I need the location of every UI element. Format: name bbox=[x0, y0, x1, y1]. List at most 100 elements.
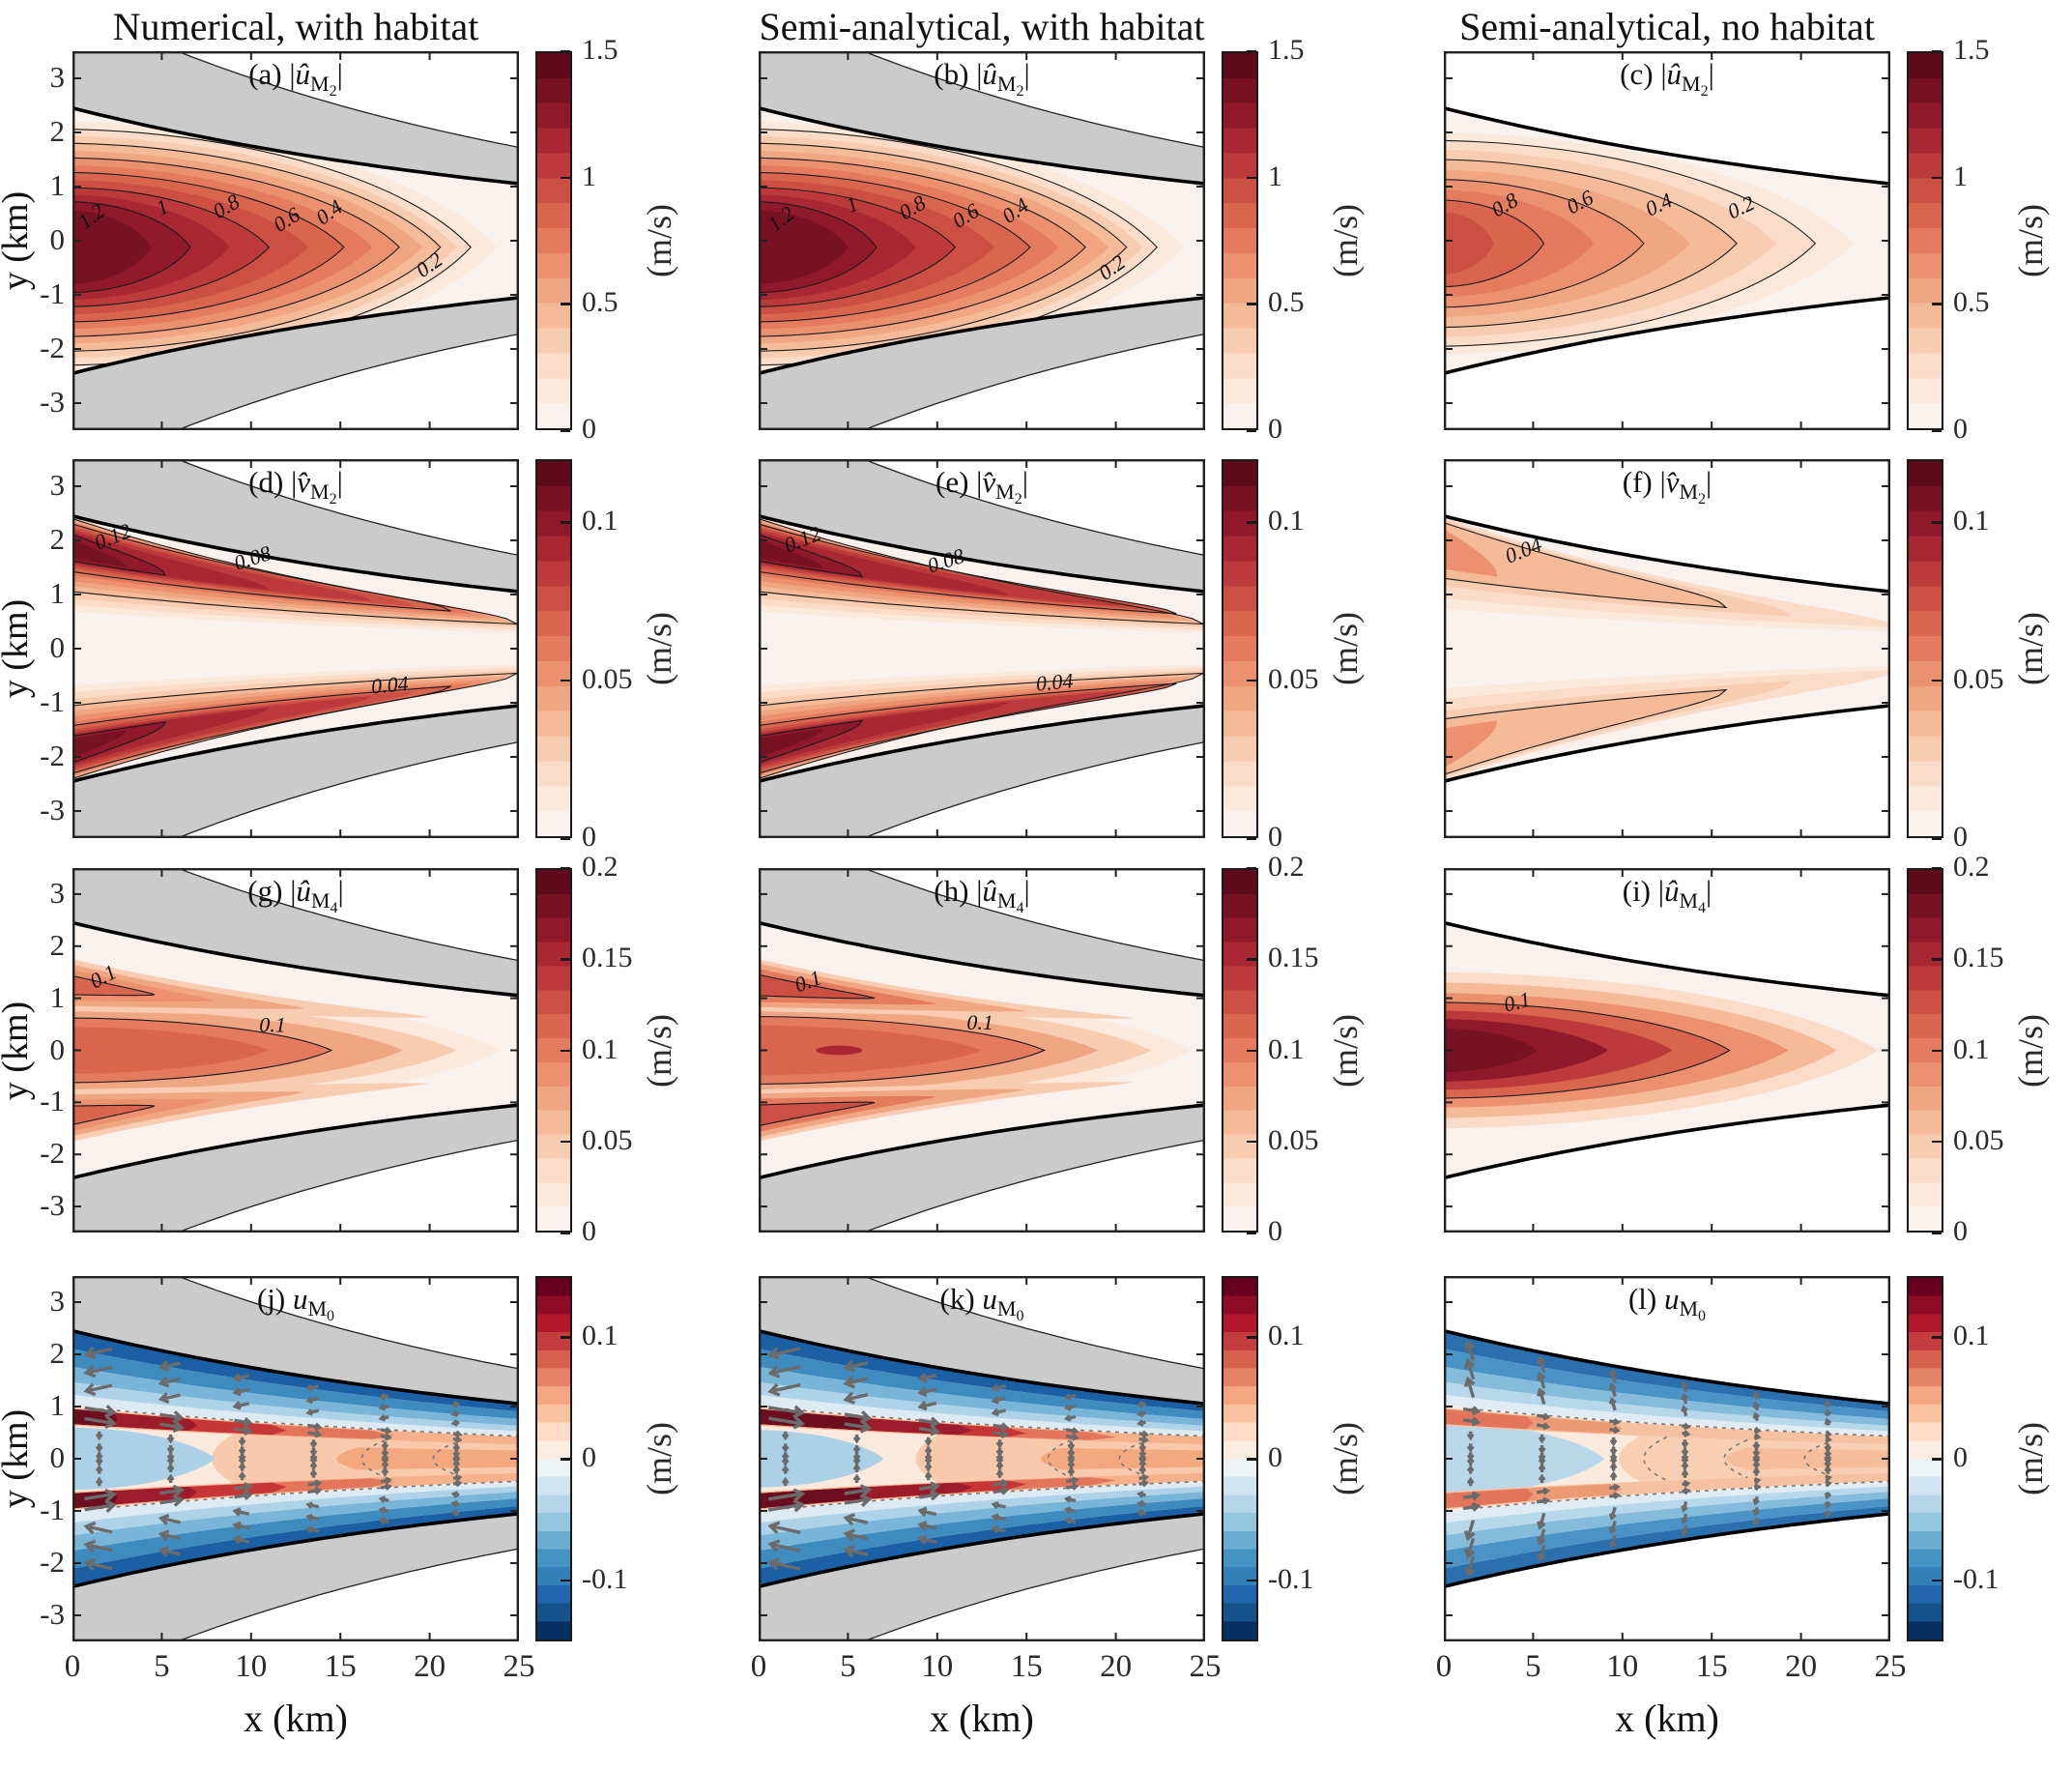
colorbar-units-label: (m/s) bbox=[640, 1013, 678, 1088]
panel-label-g: (g) |ûM4| bbox=[247, 874, 343, 916]
panel-h: (h) |ûM4| 0.1 0.1 bbox=[758, 823, 1206, 1278]
channel-boundary bbox=[758, 920, 1206, 998]
x-tick-label: 5 bbox=[1525, 1649, 1541, 1684]
habitat-region bbox=[72, 705, 519, 885]
y-tick-label: 1 bbox=[49, 168, 66, 202]
colorbar-units-label: (m/s) bbox=[640, 204, 678, 277]
colorbar-b bbox=[1222, 51, 1258, 430]
x-tick-label: 15 bbox=[324, 1649, 357, 1684]
y-tick-label: 1 bbox=[49, 1388, 66, 1422]
colorbar-tick bbox=[1932, 1232, 1942, 1234]
colorbar-units-label: (m/s) bbox=[640, 612, 678, 685]
panel-label-c: (c) |ûM2| bbox=[1620, 57, 1714, 100]
contour-label: 0.1 bbox=[966, 1010, 993, 1034]
y-tick-label: -1 bbox=[40, 1084, 65, 1118]
colorbar-tick bbox=[561, 1336, 570, 1339]
channel-boundary bbox=[758, 1512, 1206, 1589]
colorbar-tick-label: 0.2 bbox=[582, 851, 619, 883]
x-axis-label: x (km) bbox=[1615, 1697, 1719, 1740]
panel-j: (j) uM0 bbox=[72, 1231, 520, 1687]
colorbar-tick bbox=[1247, 1458, 1256, 1461]
colorbar-tick bbox=[1247, 50, 1256, 53]
colorbar-tick-label: 0 bbox=[582, 1215, 596, 1247]
colorbar-e bbox=[1222, 459, 1258, 838]
colorbar-tick bbox=[1247, 176, 1256, 180]
colorbar-tick bbox=[561, 1232, 570, 1234]
x-tick-label: 5 bbox=[154, 1649, 170, 1684]
habitat-region bbox=[759, 1105, 1205, 1277]
colorbar-tick-label: 0.1 bbox=[582, 1320, 619, 1351]
colorbar-tick bbox=[1247, 1579, 1256, 1582]
y-tick-label: 0 bbox=[49, 222, 66, 256]
colorbar-units-label: (m/s) bbox=[2011, 1013, 2050, 1088]
y-tick-label: 2 bbox=[49, 1336, 66, 1370]
y-tick-label: 0 bbox=[49, 1031, 66, 1066]
y-tick-label: -2 bbox=[40, 1545, 65, 1579]
colorbar-d bbox=[535, 459, 572, 838]
colorbar-tick-label: 1 bbox=[1268, 160, 1282, 192]
colorbar-tick bbox=[1247, 521, 1256, 524]
colorbar-tick bbox=[1247, 303, 1256, 305]
channel-boundary bbox=[1443, 1512, 1891, 1589]
colorbar-tick bbox=[1932, 176, 1942, 180]
colorbar-tick bbox=[1932, 1458, 1942, 1461]
colorbar-tick bbox=[561, 958, 570, 961]
panel-label-a: (a) |ûM2| bbox=[248, 57, 343, 100]
panel-b: (b) |ûM2| 1.2 1 0.8 0.6 0.4 0.2 bbox=[758, 4, 1206, 478]
column-title-semi-analytical-with-habitat: Semi-analytical, with habitat bbox=[759, 5, 1205, 48]
habitat-region bbox=[759, 1232, 1205, 1405]
colorbar-units-label: (m/s) bbox=[1326, 204, 1365, 277]
colorbar-tick bbox=[561, 303, 570, 305]
panel-label-j: (j) uM0 bbox=[257, 1282, 334, 1324]
contour-plot-c: (c) |ûM2|0.8 0.6 0.4 0.2 bbox=[1443, 51, 1891, 431]
y-tick-label: 2 bbox=[49, 927, 66, 962]
channel-boundary bbox=[1443, 514, 1891, 594]
colorbar-tick-label: -0.1 bbox=[1268, 1562, 1314, 1595]
x-axis-label: x (km) bbox=[244, 1697, 348, 1740]
contour-plot-b: (b) |ûM2|1.2 1 0.8 0.6 0.40.2 bbox=[758, 4, 1206, 478]
panel-d: (d) |v̂M2| 0.12 0.08 0.04 bbox=[72, 412, 520, 885]
quiver-arrows bbox=[83, 1346, 463, 1572]
y-tick-label: 2 bbox=[49, 114, 66, 148]
colorbar-tick bbox=[1247, 1232, 1256, 1234]
habitat-region bbox=[759, 297, 1205, 477]
channel-boundary bbox=[1443, 920, 1891, 998]
contour-plot-l: (l) uM0 bbox=[1443, 1276, 1891, 1642]
colorbar-tick bbox=[1932, 1336, 1942, 1339]
x-tick-label: 5 bbox=[840, 1649, 856, 1684]
contour-plot-k: (k) uM0 bbox=[758, 1231, 1206, 1687]
colorbar-tick bbox=[1932, 867, 1942, 870]
colorbar-units-label: (m/s) bbox=[1326, 612, 1365, 685]
panel-label-e: (e) |v̂M2| bbox=[935, 465, 1028, 508]
habitat-region bbox=[72, 1105, 519, 1277]
panel-label-d: (d) |v̂M2| bbox=[248, 465, 343, 508]
colorbar-tick-label: 1 bbox=[1953, 160, 1968, 192]
colorbar-tick bbox=[1932, 50, 1942, 53]
colorbar-a bbox=[535, 51, 572, 430]
channel-boundary bbox=[72, 106, 520, 186]
colorbar-tick bbox=[561, 867, 570, 870]
panel-g: (g) |ûM4| 0.1 0.1 bbox=[72, 823, 520, 1278]
panel-label-b: (b) |ûM2| bbox=[934, 57, 1029, 100]
habitat-region bbox=[759, 1513, 1205, 1686]
colorbar-tick-label: 0.1 bbox=[1953, 1032, 1990, 1065]
x-tick-label: 0 bbox=[1435, 1649, 1453, 1684]
panel-label-k: (k) uM0 bbox=[940, 1282, 1024, 1324]
colorbar-tick-label: 0 bbox=[1268, 1441, 1282, 1473]
colorbar-tick-label: 0 bbox=[1953, 1441, 1968, 1473]
channel-boundary bbox=[72, 514, 520, 594]
y-tick-label: -3 bbox=[40, 385, 65, 419]
colorbar-tick bbox=[1932, 1140, 1942, 1144]
y-axis-label: y (km) bbox=[0, 190, 36, 290]
y-tick-label: 0 bbox=[49, 630, 66, 664]
colorbar-tick-label: 0 bbox=[1953, 1215, 1968, 1247]
channel-boundary bbox=[72, 920, 520, 998]
quiver-arrows bbox=[767, 1347, 1150, 1571]
y-tick-label: -1 bbox=[40, 684, 65, 718]
colorbar-tick-label: 0.5 bbox=[1268, 286, 1305, 319]
y-tick-label: 3 bbox=[49, 60, 66, 94]
colorbar-tick-label: 1 bbox=[582, 160, 596, 192]
x-tick-label: 25 bbox=[503, 1649, 535, 1684]
colorbar-tick-label: 0 bbox=[582, 1441, 596, 1473]
channel-boundary bbox=[758, 296, 1206, 375]
